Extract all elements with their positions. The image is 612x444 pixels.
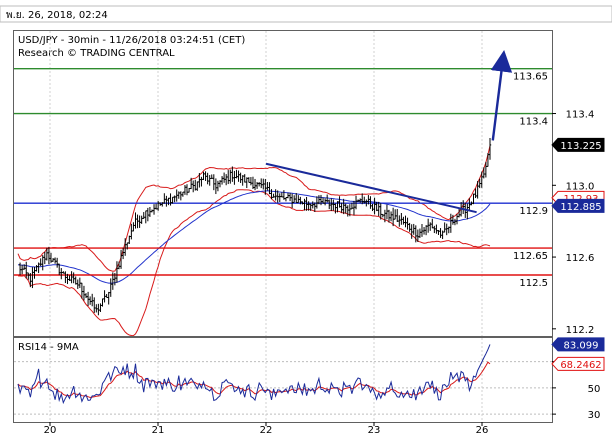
trend-line [265,162,477,214]
moving-average [17,190,491,284]
rsi-badge-0: 83.099 [551,337,605,352]
bollinger-upper [17,145,491,272]
price-badge-0: 113.225 [551,137,605,152]
timestamp: พ.ย. 26, 2018, 02:24 [6,10,108,21]
rsi-badge-shape [551,356,605,371]
rsi-badge-shape [551,337,605,352]
price-panel [13,30,553,337]
projection-arrow [490,50,513,141]
rsi-badge-1: 68.2462 [551,356,605,371]
rsi-badge-label: 68.2462 [560,360,601,371]
price-tick-label-2: 113.0 [566,181,595,192]
price-tick-label-3: 113.4 [566,110,595,121]
x-tick-label-0: 20 [44,425,57,436]
price-badge-label: 113.225 [560,141,601,152]
x-tick-label-3: 23 [368,425,381,436]
rsi-panel [13,337,553,423]
level-label-2: 112.9 [519,206,548,217]
level-label-0: 113.65 [513,72,548,83]
chart-subtitle: Research © TRADING CENTRAL [18,48,175,59]
rsi-badge-label: 83.099 [564,340,599,351]
x-tick-label-1: 21 [152,425,165,436]
rsi-line [17,344,491,405]
x-tick-label-2: 22 [260,425,273,436]
x-tick-label-4: 26 [476,425,489,436]
rsi-label: RSI14 - 9MA [18,342,79,353]
price-badge-2: 112.885 [551,198,605,213]
price-tick-label-1: 112.6 [566,253,595,264]
level-label-1: 113.4 [519,117,548,128]
rsi-tick-label-0: 30 [588,410,601,421]
rsi-ma-line [17,361,491,399]
price-badge-shape [551,198,605,213]
level-label-3: 112.65 [513,251,548,262]
price-badge-label: 112.885 [560,202,601,213]
chart-title: USD/JPY - 30min - 11/26/2018 03:24:51 (C… [18,35,245,46]
level-label-4: 112.5 [519,278,548,289]
price-badge-shape [551,137,605,152]
rsi-tick-label-1: 50 [588,384,601,395]
price-tick-label-0: 112.2 [566,325,595,336]
